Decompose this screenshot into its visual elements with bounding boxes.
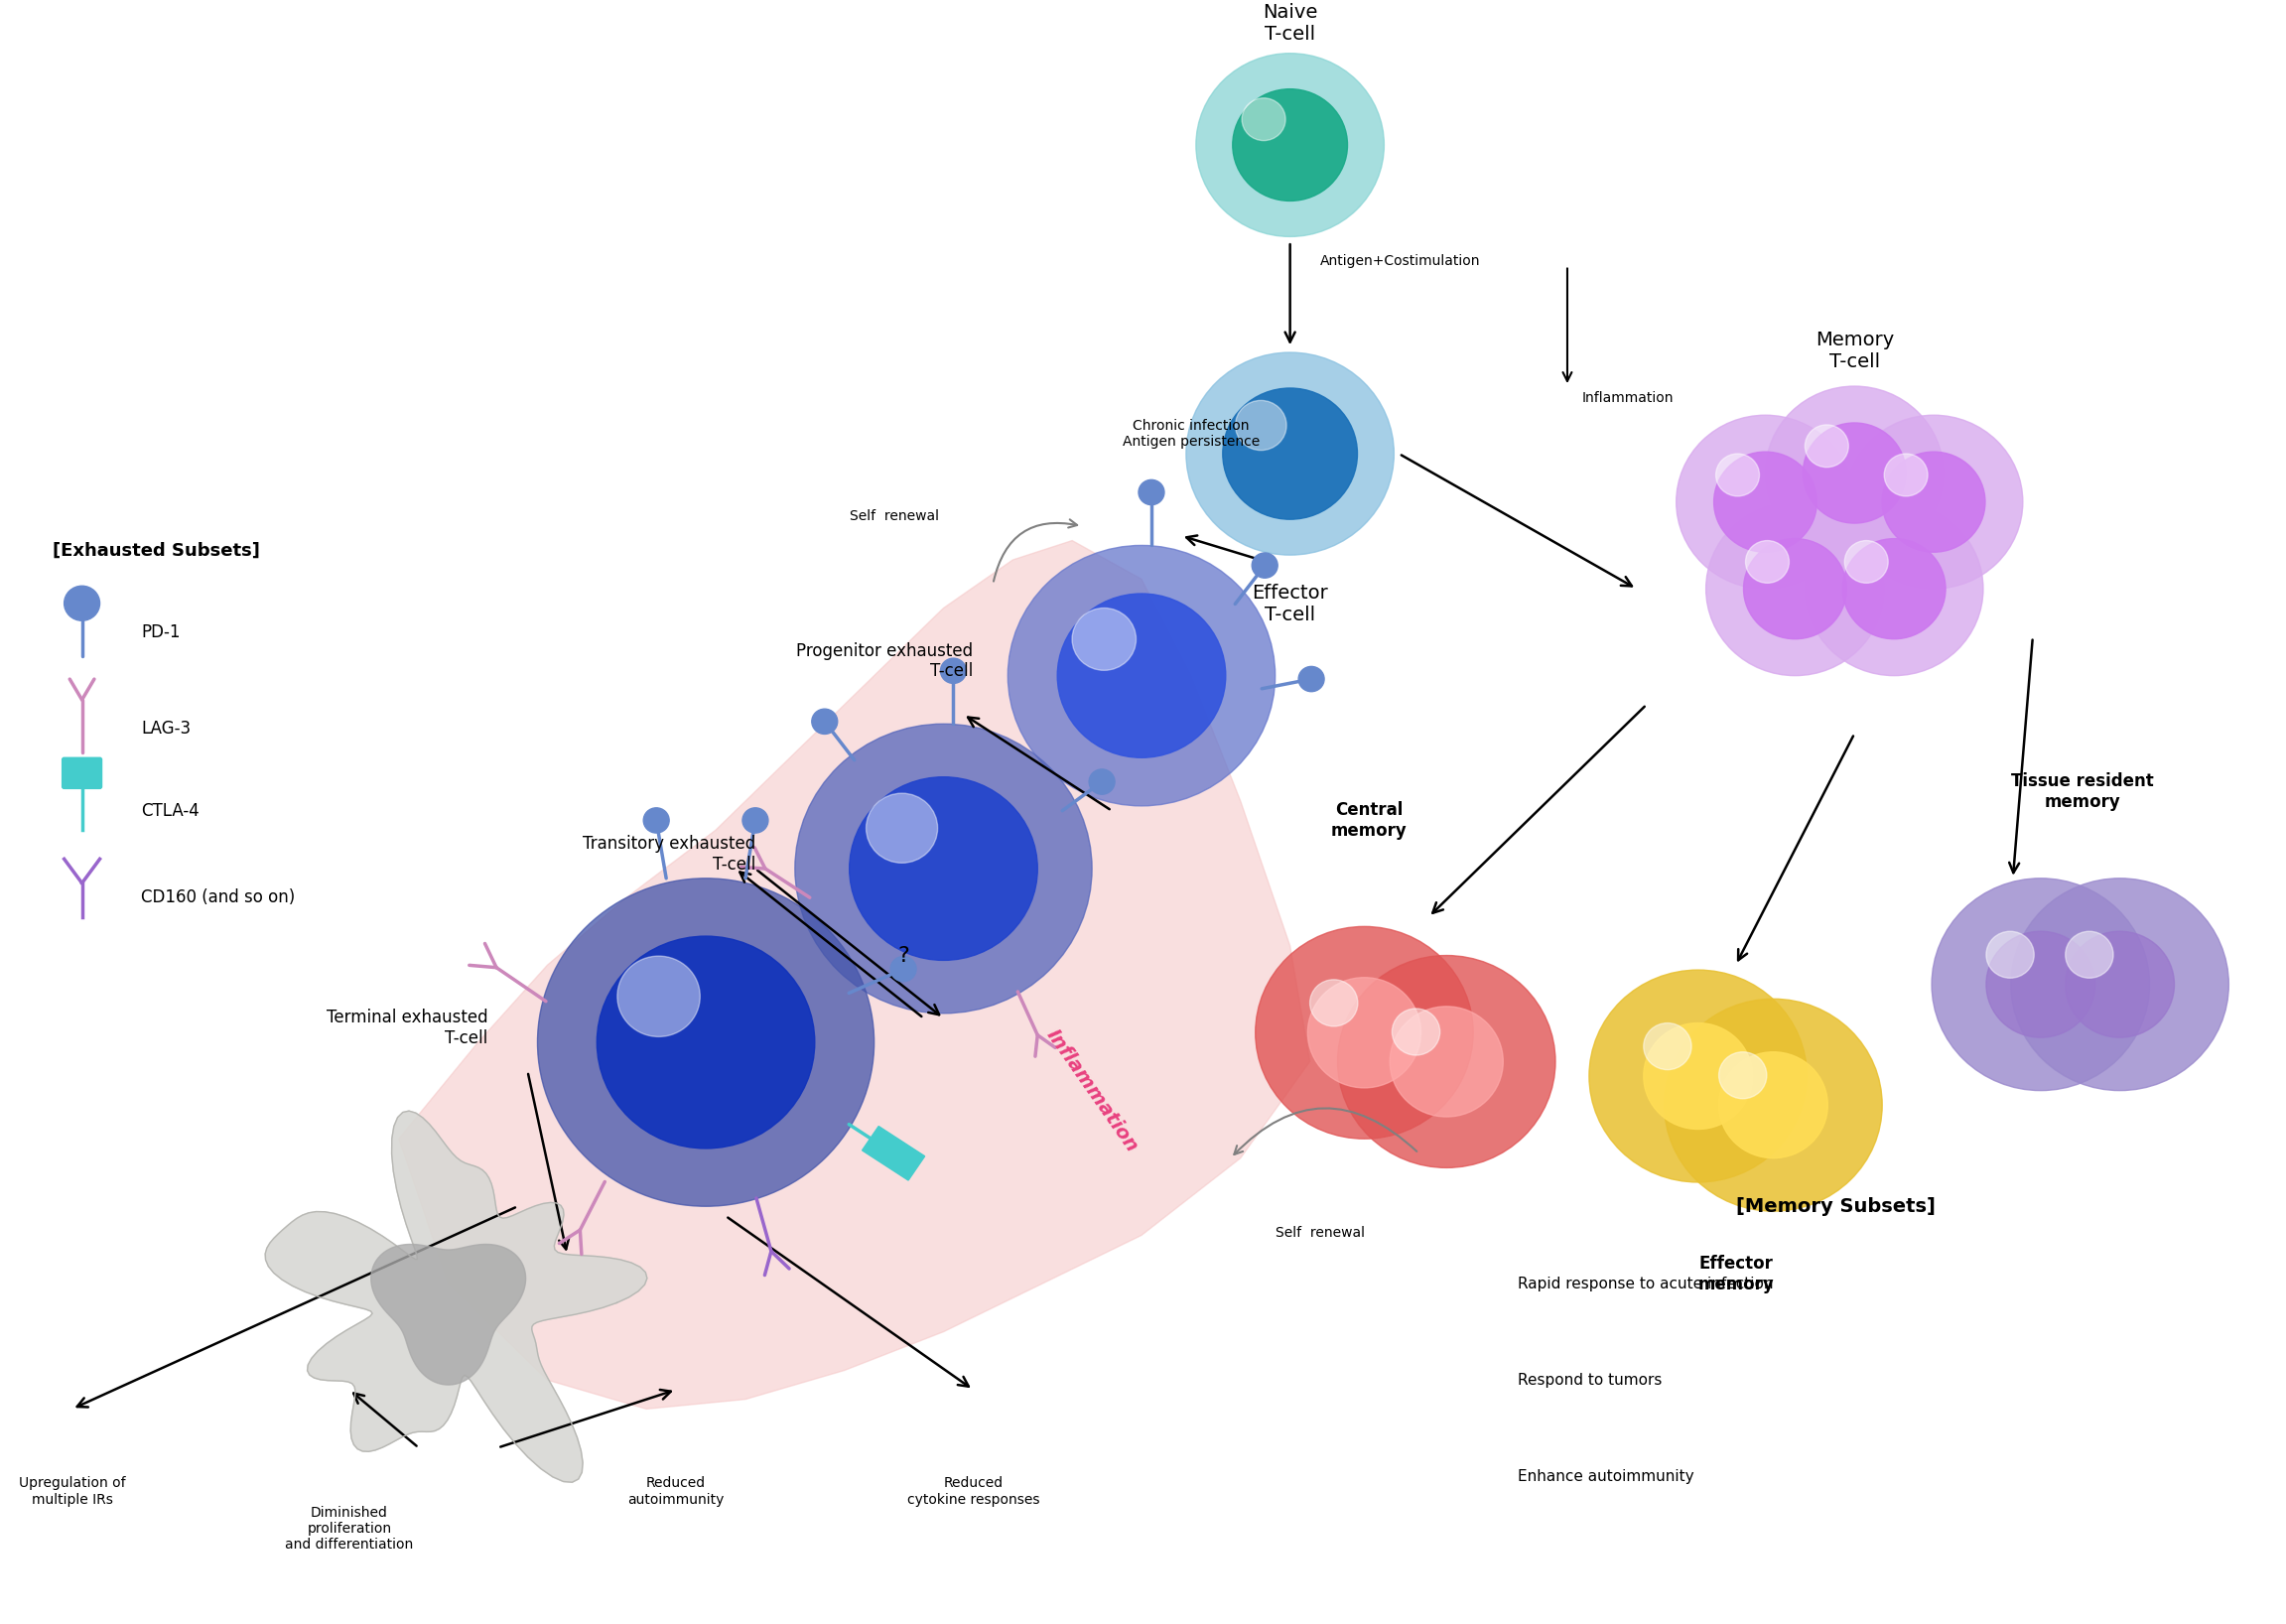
FancyBboxPatch shape <box>62 758 103 789</box>
Circle shape <box>1253 552 1278 578</box>
Circle shape <box>1932 879 2149 1091</box>
Text: Enhance autoimmunity: Enhance autoimmunity <box>1518 1470 1694 1484</box>
Circle shape <box>1705 502 1884 676</box>
Circle shape <box>1589 970 1806 1182</box>
Text: Respond to tumors: Respond to tumors <box>1518 1372 1662 1387</box>
Circle shape <box>1717 453 1760 497</box>
Circle shape <box>1644 1023 1753 1129</box>
Circle shape <box>1308 978 1422 1088</box>
Polygon shape <box>265 1111 647 1483</box>
Circle shape <box>1719 1052 1767 1099</box>
Text: Effector
T-cell: Effector T-cell <box>1253 585 1328 625</box>
Circle shape <box>1744 539 1847 638</box>
Circle shape <box>1088 770 1116 794</box>
Text: Tissue resident
memory: Tissue resident memory <box>2012 773 2153 810</box>
Text: LAG-3: LAG-3 <box>142 719 192 737</box>
Circle shape <box>1714 451 1817 552</box>
Text: Reduced
autoimmunity: Reduced autoimmunity <box>629 1476 725 1507</box>
Circle shape <box>1804 422 1907 523</box>
Circle shape <box>1765 387 1943 560</box>
Circle shape <box>1138 479 1164 505</box>
Circle shape <box>1337 955 1554 1168</box>
Text: PD-1: PD-1 <box>142 624 181 641</box>
Polygon shape <box>862 1127 926 1181</box>
Text: Memory
T-cell: Memory T-cell <box>1815 331 1893 372</box>
Text: Inflammation: Inflammation <box>1042 1026 1141 1156</box>
Circle shape <box>940 658 967 684</box>
Circle shape <box>1298 666 1324 692</box>
Circle shape <box>2064 931 2112 978</box>
Text: CTLA-4: CTLA-4 <box>142 802 199 820</box>
Circle shape <box>2012 879 2229 1091</box>
Circle shape <box>1186 352 1394 555</box>
Circle shape <box>796 724 1093 1013</box>
Circle shape <box>1843 539 1945 638</box>
Circle shape <box>866 793 937 862</box>
Text: [Exhausted Subsets]: [Exhausted Subsets] <box>53 542 261 560</box>
Text: Central
memory: Central memory <box>1330 801 1408 840</box>
Circle shape <box>1232 89 1346 201</box>
Circle shape <box>1196 54 1383 237</box>
Circle shape <box>617 957 700 1036</box>
Text: Terminal exhausted
T-cell: Terminal exhausted T-cell <box>327 1009 487 1047</box>
Circle shape <box>1008 546 1276 806</box>
Circle shape <box>743 807 768 833</box>
Text: Progenitor exhausted
T-cell: Progenitor exhausted T-cell <box>796 641 974 680</box>
Text: Self  renewal: Self renewal <box>1276 1226 1365 1239</box>
Circle shape <box>1072 607 1136 671</box>
Circle shape <box>1987 931 2094 1038</box>
Circle shape <box>1676 416 1854 590</box>
Circle shape <box>1223 388 1358 520</box>
Text: Self  renewal: Self renewal <box>850 510 940 523</box>
Text: Effector
memory: Effector memory <box>1698 1255 1774 1293</box>
Circle shape <box>597 935 814 1148</box>
Text: CD160 (and so on): CD160 (and so on) <box>142 888 295 906</box>
Circle shape <box>537 879 873 1207</box>
Circle shape <box>1644 1023 1692 1070</box>
Text: Upregulation of
multiple IRs: Upregulation of multiple IRs <box>18 1476 126 1507</box>
Circle shape <box>1881 451 1984 552</box>
Circle shape <box>1392 1009 1440 1056</box>
Text: Chronic infection
Antigen persistence: Chronic infection Antigen persistence <box>1122 419 1260 448</box>
Circle shape <box>1987 931 2035 978</box>
Circle shape <box>1719 1052 1829 1158</box>
Circle shape <box>892 957 917 981</box>
Circle shape <box>1241 97 1285 141</box>
Circle shape <box>1747 541 1790 583</box>
Text: Transitory exhausted
T-cell: Transitory exhausted T-cell <box>583 835 754 874</box>
Circle shape <box>1845 416 2023 590</box>
Circle shape <box>1884 453 1927 497</box>
Text: Antigen+Costimulation: Antigen+Costimulation <box>1319 253 1479 268</box>
Circle shape <box>1664 999 1881 1212</box>
Text: ?: ? <box>898 945 910 965</box>
Text: Diminished
proliferation
and differentiation: Diminished proliferation and differentia… <box>286 1505 414 1551</box>
Circle shape <box>1234 401 1287 450</box>
Polygon shape <box>398 541 1310 1410</box>
Text: Reduced
cytokine responses: Reduced cytokine responses <box>908 1476 1040 1507</box>
Text: Naive
T-cell: Naive T-cell <box>1262 3 1317 44</box>
Circle shape <box>1390 1007 1504 1117</box>
Circle shape <box>1806 425 1849 468</box>
Text: Inflammation: Inflammation <box>1582 391 1673 404</box>
Circle shape <box>1806 502 1984 676</box>
Circle shape <box>1255 927 1472 1138</box>
Circle shape <box>812 710 837 734</box>
Circle shape <box>1845 541 1888 583</box>
Circle shape <box>64 586 101 620</box>
Circle shape <box>1310 979 1358 1026</box>
Circle shape <box>642 807 670 833</box>
Text: Rapid response to acute infection: Rapid response to acute infection <box>1518 1276 1774 1291</box>
Polygon shape <box>370 1244 526 1385</box>
Circle shape <box>2064 931 2174 1038</box>
Circle shape <box>850 776 1038 960</box>
Text: [Memory Subsets]: [Memory Subsets] <box>1735 1197 1934 1216</box>
Circle shape <box>1058 594 1225 758</box>
